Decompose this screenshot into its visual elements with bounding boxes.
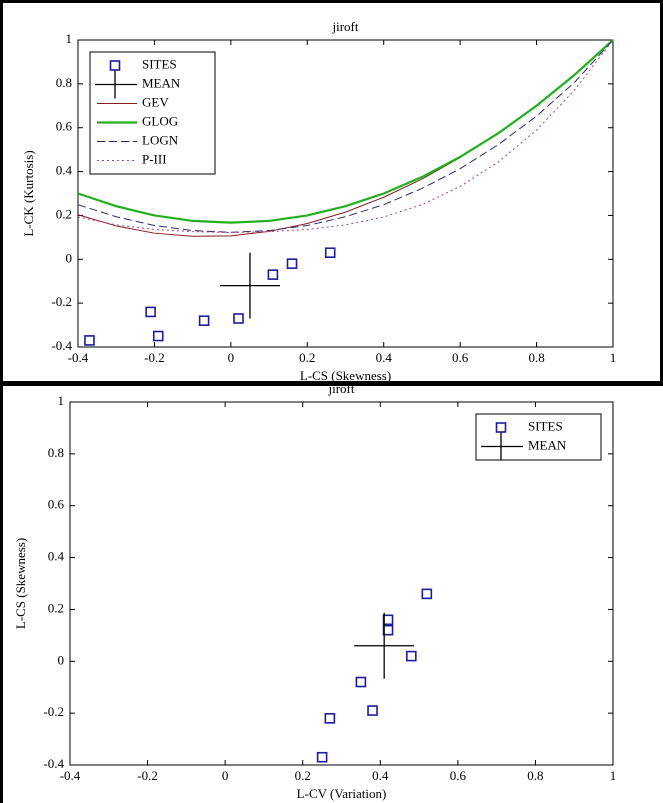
site-point bbox=[324, 713, 336, 724]
y-tick-label: 0.6 bbox=[56, 119, 73, 134]
legend-swatch bbox=[109, 60, 121, 71]
site-point bbox=[152, 330, 164, 342]
y-tick-label: 1 bbox=[66, 31, 73, 46]
y-tick-label: 0.8 bbox=[48, 445, 64, 460]
y-tick-label: 0 bbox=[58, 652, 65, 667]
legend-label: MEAN bbox=[528, 437, 567, 452]
y-tick-label: -0.4 bbox=[51, 338, 72, 353]
y-tick-label: 0.6 bbox=[48, 497, 65, 512]
x-tick-label: -0.4 bbox=[60, 768, 81, 783]
y-tick-label: 0.4 bbox=[48, 549, 65, 564]
y-axis-label: L-CS (Skewness) bbox=[13, 538, 28, 629]
legend-box bbox=[89, 51, 216, 175]
site-point bbox=[233, 313, 244, 324]
site-point bbox=[324, 247, 336, 259]
legend: SITES MEAN GEV GLOG LOGN P-III bbox=[89, 51, 216, 175]
x-tick-label: -0.4 bbox=[68, 350, 89, 365]
x-tick-label: 1 bbox=[610, 768, 617, 783]
chart-title: jiroft bbox=[332, 19, 359, 34]
legend-label: LOGN bbox=[142, 132, 179, 147]
legend-label: GLOG bbox=[142, 113, 178, 128]
y-tick-label: 0.8 bbox=[56, 75, 72, 90]
legend-label: GEV bbox=[142, 94, 169, 109]
y-tick-label: 0 bbox=[66, 250, 73, 265]
curve bbox=[77, 39, 614, 233]
x-tick-label: 0.6 bbox=[452, 350, 469, 365]
site-point bbox=[421, 588, 433, 600]
site-point bbox=[286, 258, 298, 269]
x-tick-label: 0.2 bbox=[295, 768, 311, 783]
curve bbox=[77, 39, 614, 224]
mean-cross bbox=[219, 252, 280, 319]
x-tick-label: 1 bbox=[610, 350, 617, 365]
site-point bbox=[198, 315, 210, 326]
legend-label: SITES bbox=[528, 418, 563, 433]
legend-label: SITES bbox=[142, 56, 177, 71]
mean-cross bbox=[354, 612, 415, 679]
legend-label: P-III bbox=[142, 151, 167, 166]
x-tick-label: 0 bbox=[222, 768, 229, 783]
y-tick-label: 0.2 bbox=[56, 206, 72, 221]
x-tick-label: -0.2 bbox=[137, 768, 158, 783]
y-tick-label: 0.4 bbox=[56, 163, 73, 178]
x-tick-label: 0.2 bbox=[299, 350, 315, 365]
x-tick-label: 0.8 bbox=[527, 768, 543, 783]
x-tick-label: 0.4 bbox=[372, 768, 389, 783]
x-axis-label: L-CV (Variation) bbox=[297, 786, 387, 801]
site-point bbox=[267, 269, 279, 280]
y-tick-label: -0.4 bbox=[43, 756, 64, 771]
y-tick-label: 0.2 bbox=[48, 600, 64, 615]
x-tick-label: 0.8 bbox=[528, 350, 544, 365]
x-tick-label: 0 bbox=[228, 350, 235, 365]
site-point bbox=[406, 650, 417, 662]
curve bbox=[77, 39, 614, 234]
y-tick-label: 1 bbox=[58, 393, 65, 408]
legend-label: MEAN bbox=[142, 75, 181, 90]
site-point bbox=[145, 306, 156, 318]
legend: SITES MEAN bbox=[475, 413, 602, 461]
site-point bbox=[367, 705, 378, 716]
y-tick-label: -0.2 bbox=[43, 704, 64, 719]
site-point bbox=[84, 335, 95, 346]
x-tick-label: 0.6 bbox=[450, 768, 467, 783]
legend-box bbox=[475, 413, 602, 461]
x-tick-label: 0.4 bbox=[376, 350, 393, 365]
site-point bbox=[316, 751, 328, 763]
chart-title: jiroft bbox=[328, 381, 355, 396]
y-axis-label: L-CK (Kurtosis) bbox=[21, 150, 36, 236]
x-tick-label: -0.2 bbox=[144, 350, 165, 365]
x-axis-label: L-CS (Skewness) bbox=[300, 368, 391, 383]
site-point bbox=[355, 676, 367, 688]
y-tick-label: -0.2 bbox=[51, 294, 72, 309]
plot-area bbox=[69, 401, 614, 766]
legend-swatch bbox=[495, 422, 507, 433]
